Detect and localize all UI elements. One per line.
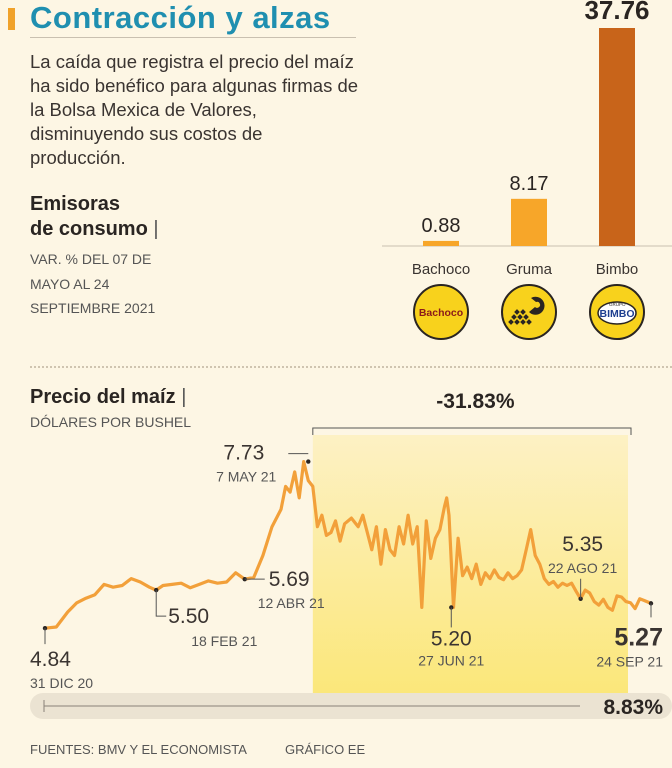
highlight-change-label: -31.83% — [436, 390, 515, 413]
annot-ago-value: 5.35 — [562, 533, 603, 556]
annot-feb-date: 18 FEB 21 — [191, 633, 257, 649]
gruma-logo-grain — [520, 319, 526, 325]
annot-end-value: 5.27 — [614, 623, 663, 651]
annot-ago: 5.35 22 AGO 21 — [548, 533, 617, 601]
annot-jun: 5.20 27 JUN 21 — [418, 605, 485, 668]
bar-bachoco — [423, 240, 459, 246]
annot-feb-leader — [155, 590, 167, 617]
price-line — [43, 459, 653, 630]
emisoras-separator: | — [153, 218, 159, 240]
bimbo-logo-small-text: GRUPO — [609, 302, 626, 307]
highlight-band — [312, 435, 628, 693]
summary-change-label: 8.83% — [603, 696, 663, 719]
emisoras-title: Emisoras de consumo | — [30, 192, 159, 242]
annot-start-value: 4.84 — [30, 648, 71, 671]
annot-max-value: 7.73 — [223, 442, 264, 465]
bar-chart: 0.88 Bachoco 8.17 Gruma 37.76 Bimbo Bachoco GR… — [382, 0, 672, 340]
footer-sources: FUENTES: BMV Y EL ECONOMISTA — [30, 742, 247, 757]
bar-category-bimbo: Bimbo — [596, 261, 639, 278]
maiz-separator: | — [181, 386, 187, 408]
annot-abr: 5.69 12 ABR 21 — [242, 568, 325, 611]
gruma-logo-grain — [514, 319, 520, 325]
emisoras-title-line2: de consumo — [30, 218, 148, 240]
bar-value-gruma: 8.17 — [510, 173, 549, 195]
line-chart: -31.83% 4.84 31 DIC 20 5.50 18 FEB 21 5.69 12… — [30, 390, 672, 719]
bar-value-bachoco: 0.88 — [422, 215, 461, 237]
gruma-logo-grain — [520, 309, 526, 315]
bachoco-logo: Bachoco — [413, 284, 469, 340]
annot-start: 4.84 31 DIC 20 — [30, 625, 93, 691]
annot-max: 7.73 7 MAY 21 — [216, 442, 311, 485]
annot-start-dot — [42, 625, 48, 631]
highlight-bracket — [312, 427, 632, 435]
gruma-logo-grain — [511, 314, 517, 320]
bachoco-logo-circle — [413, 284, 469, 340]
section-divider — [30, 366, 672, 368]
gruma-logo-grain — [526, 319, 532, 325]
annot-ago-date: 22 AGO 21 — [548, 560, 617, 576]
annot-feb-value: 5.50 — [168, 605, 209, 628]
annot-max-date: 7 MAY 21 — [216, 469, 276, 485]
bimbo-logo-oval — [597, 301, 637, 325]
gruma-logo-mark — [529, 296, 545, 315]
emisoras-note: VAR. % DEL 07 DE MAYO AL 24 SEPTIEMBRE 2… — [30, 251, 156, 316]
maiz-unit: DÓLARES POR BUSHEL — [30, 414, 192, 430]
annot-feb: 5.50 18 FEB 21 — [154, 587, 258, 649]
annot-start-date: 31 DIC 20 — [30, 675, 93, 691]
gruma-logo-grain — [514, 309, 520, 315]
title-accent-bar — [8, 8, 15, 30]
annot-end-date: 24 SEP 21 — [596, 653, 663, 669]
emisoras-title-line2-wrap: de consumo | — [30, 217, 159, 242]
bimbo-logo-text: BIMBO — [600, 308, 635, 320]
annot-max-dot — [306, 459, 311, 464]
gruma-logo-grain — [508, 319, 514, 325]
annot-jun-value: 5.20 — [431, 627, 472, 650]
footer: FUENTES: BMV Y EL ECONOMISTA GRÁFICO EE — [30, 742, 365, 757]
page-title: Contracción y alzas — [30, 0, 331, 35]
footer-credit: GRÁFICO EE — [284, 742, 366, 757]
bar-value-bimbo: 37.76 — [584, 0, 649, 25]
title-divider — [30, 37, 356, 38]
emisoras-title-line1: Emisoras — [30, 193, 121, 215]
annot-jun-dot — [449, 605, 454, 610]
maiz-title: Precio del maíz | — [30, 386, 186, 409]
annot-jun-date: 27 JUN 21 — [418, 652, 484, 668]
bar-bimbo — [599, 28, 635, 246]
bar-category-bachoco: Bachoco — [412, 261, 470, 278]
bar-category-gruma: Gruma — [506, 261, 553, 278]
maiz-title-text: Precio del maíz — [30, 386, 176, 408]
annot-end: 5.27 24 SEP 21 — [596, 601, 663, 669]
bar-gruma — [511, 198, 547, 246]
annot-abr-value: 5.69 — [269, 568, 310, 591]
intro-text: La caída que registra el precio del maíz… — [30, 51, 359, 168]
gruma-logo — [501, 284, 557, 340]
gruma-logo-grain — [517, 314, 523, 320]
gruma-logo-grain — [523, 314, 529, 320]
bachoco-logo-text: Bachoco — [419, 307, 463, 319]
annot-abr-date: 12 ABR 21 — [258, 595, 325, 611]
